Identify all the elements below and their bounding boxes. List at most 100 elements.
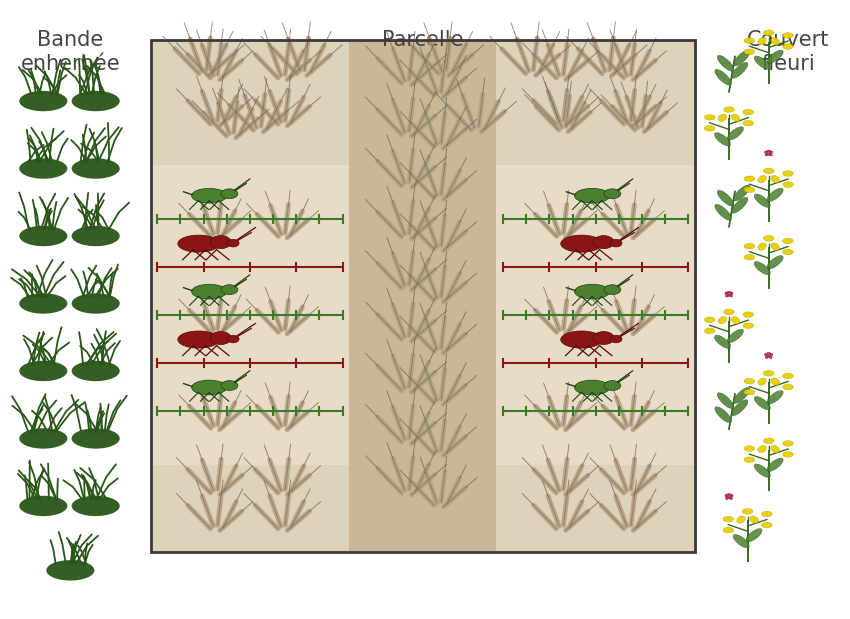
Ellipse shape	[734, 185, 750, 201]
Ellipse shape	[768, 154, 772, 156]
Ellipse shape	[46, 560, 94, 581]
Ellipse shape	[783, 373, 793, 379]
Ellipse shape	[783, 238, 793, 244]
Ellipse shape	[20, 293, 67, 314]
Ellipse shape	[731, 316, 740, 324]
Ellipse shape	[728, 127, 744, 140]
Ellipse shape	[20, 428, 67, 449]
Ellipse shape	[765, 151, 768, 154]
Ellipse shape	[726, 497, 729, 500]
Ellipse shape	[763, 236, 774, 241]
Ellipse shape	[754, 262, 770, 275]
Ellipse shape	[191, 380, 227, 395]
Ellipse shape	[750, 516, 758, 523]
Ellipse shape	[610, 335, 622, 343]
Ellipse shape	[227, 240, 239, 247]
Ellipse shape	[744, 176, 755, 181]
Ellipse shape	[731, 63, 748, 78]
Ellipse shape	[723, 106, 734, 112]
Ellipse shape	[561, 235, 603, 252]
Ellipse shape	[783, 44, 793, 50]
Ellipse shape	[725, 292, 728, 295]
Ellipse shape	[593, 236, 614, 249]
Ellipse shape	[758, 378, 767, 385]
Circle shape	[728, 293, 730, 295]
Ellipse shape	[725, 495, 728, 498]
Ellipse shape	[726, 295, 729, 297]
Ellipse shape	[715, 69, 732, 85]
Ellipse shape	[771, 243, 779, 250]
Ellipse shape	[731, 400, 748, 416]
Ellipse shape	[768, 356, 772, 358]
Ellipse shape	[783, 452, 793, 457]
Ellipse shape	[783, 171, 793, 176]
Ellipse shape	[783, 249, 793, 255]
Ellipse shape	[610, 240, 622, 247]
Ellipse shape	[728, 329, 744, 342]
Ellipse shape	[575, 188, 609, 203]
Ellipse shape	[771, 378, 779, 385]
Ellipse shape	[210, 332, 231, 345]
Ellipse shape	[705, 115, 715, 120]
Ellipse shape	[771, 176, 779, 183]
Ellipse shape	[744, 38, 755, 43]
Ellipse shape	[767, 256, 783, 269]
Ellipse shape	[71, 158, 120, 179]
Ellipse shape	[743, 323, 754, 329]
Ellipse shape	[758, 243, 767, 250]
Ellipse shape	[783, 182, 793, 188]
Ellipse shape	[604, 381, 620, 391]
Ellipse shape	[715, 204, 732, 220]
Ellipse shape	[763, 30, 774, 36]
Ellipse shape	[783, 384, 793, 390]
Ellipse shape	[743, 312, 754, 318]
Ellipse shape	[737, 516, 745, 523]
Ellipse shape	[730, 495, 733, 498]
Ellipse shape	[767, 50, 783, 64]
Ellipse shape	[771, 446, 779, 452]
Ellipse shape	[20, 361, 67, 381]
Ellipse shape	[744, 378, 755, 384]
Ellipse shape	[575, 284, 609, 299]
Ellipse shape	[575, 380, 609, 395]
Circle shape	[728, 496, 730, 498]
Ellipse shape	[744, 187, 755, 193]
Ellipse shape	[770, 151, 773, 154]
Ellipse shape	[221, 285, 238, 295]
Ellipse shape	[744, 457, 755, 462]
Ellipse shape	[745, 529, 762, 542]
Ellipse shape	[744, 243, 755, 249]
Circle shape	[768, 152, 770, 154]
Bar	[349, 40, 496, 552]
Ellipse shape	[717, 190, 734, 206]
Ellipse shape	[763, 371, 774, 376]
Ellipse shape	[767, 391, 783, 404]
Ellipse shape	[734, 387, 750, 404]
Ellipse shape	[71, 428, 120, 449]
Ellipse shape	[754, 464, 770, 477]
Ellipse shape	[221, 189, 238, 199]
Ellipse shape	[705, 317, 715, 322]
Ellipse shape	[221, 381, 238, 391]
Ellipse shape	[715, 132, 731, 146]
Ellipse shape	[715, 407, 732, 423]
Ellipse shape	[604, 189, 620, 199]
Ellipse shape	[717, 392, 734, 409]
Ellipse shape	[20, 158, 67, 179]
Ellipse shape	[783, 33, 793, 38]
Ellipse shape	[744, 389, 755, 395]
Ellipse shape	[758, 38, 767, 45]
Ellipse shape	[762, 522, 772, 528]
Text: Bande
enherbée: Bande enherbée	[20, 30, 120, 74]
Ellipse shape	[705, 126, 715, 131]
Ellipse shape	[744, 446, 755, 451]
Ellipse shape	[71, 361, 120, 381]
Ellipse shape	[758, 176, 767, 183]
Ellipse shape	[728, 295, 733, 297]
Ellipse shape	[718, 114, 727, 121]
Ellipse shape	[743, 110, 754, 115]
Ellipse shape	[728, 497, 733, 500]
Ellipse shape	[71, 293, 120, 314]
Ellipse shape	[20, 91, 67, 111]
Ellipse shape	[71, 226, 120, 246]
